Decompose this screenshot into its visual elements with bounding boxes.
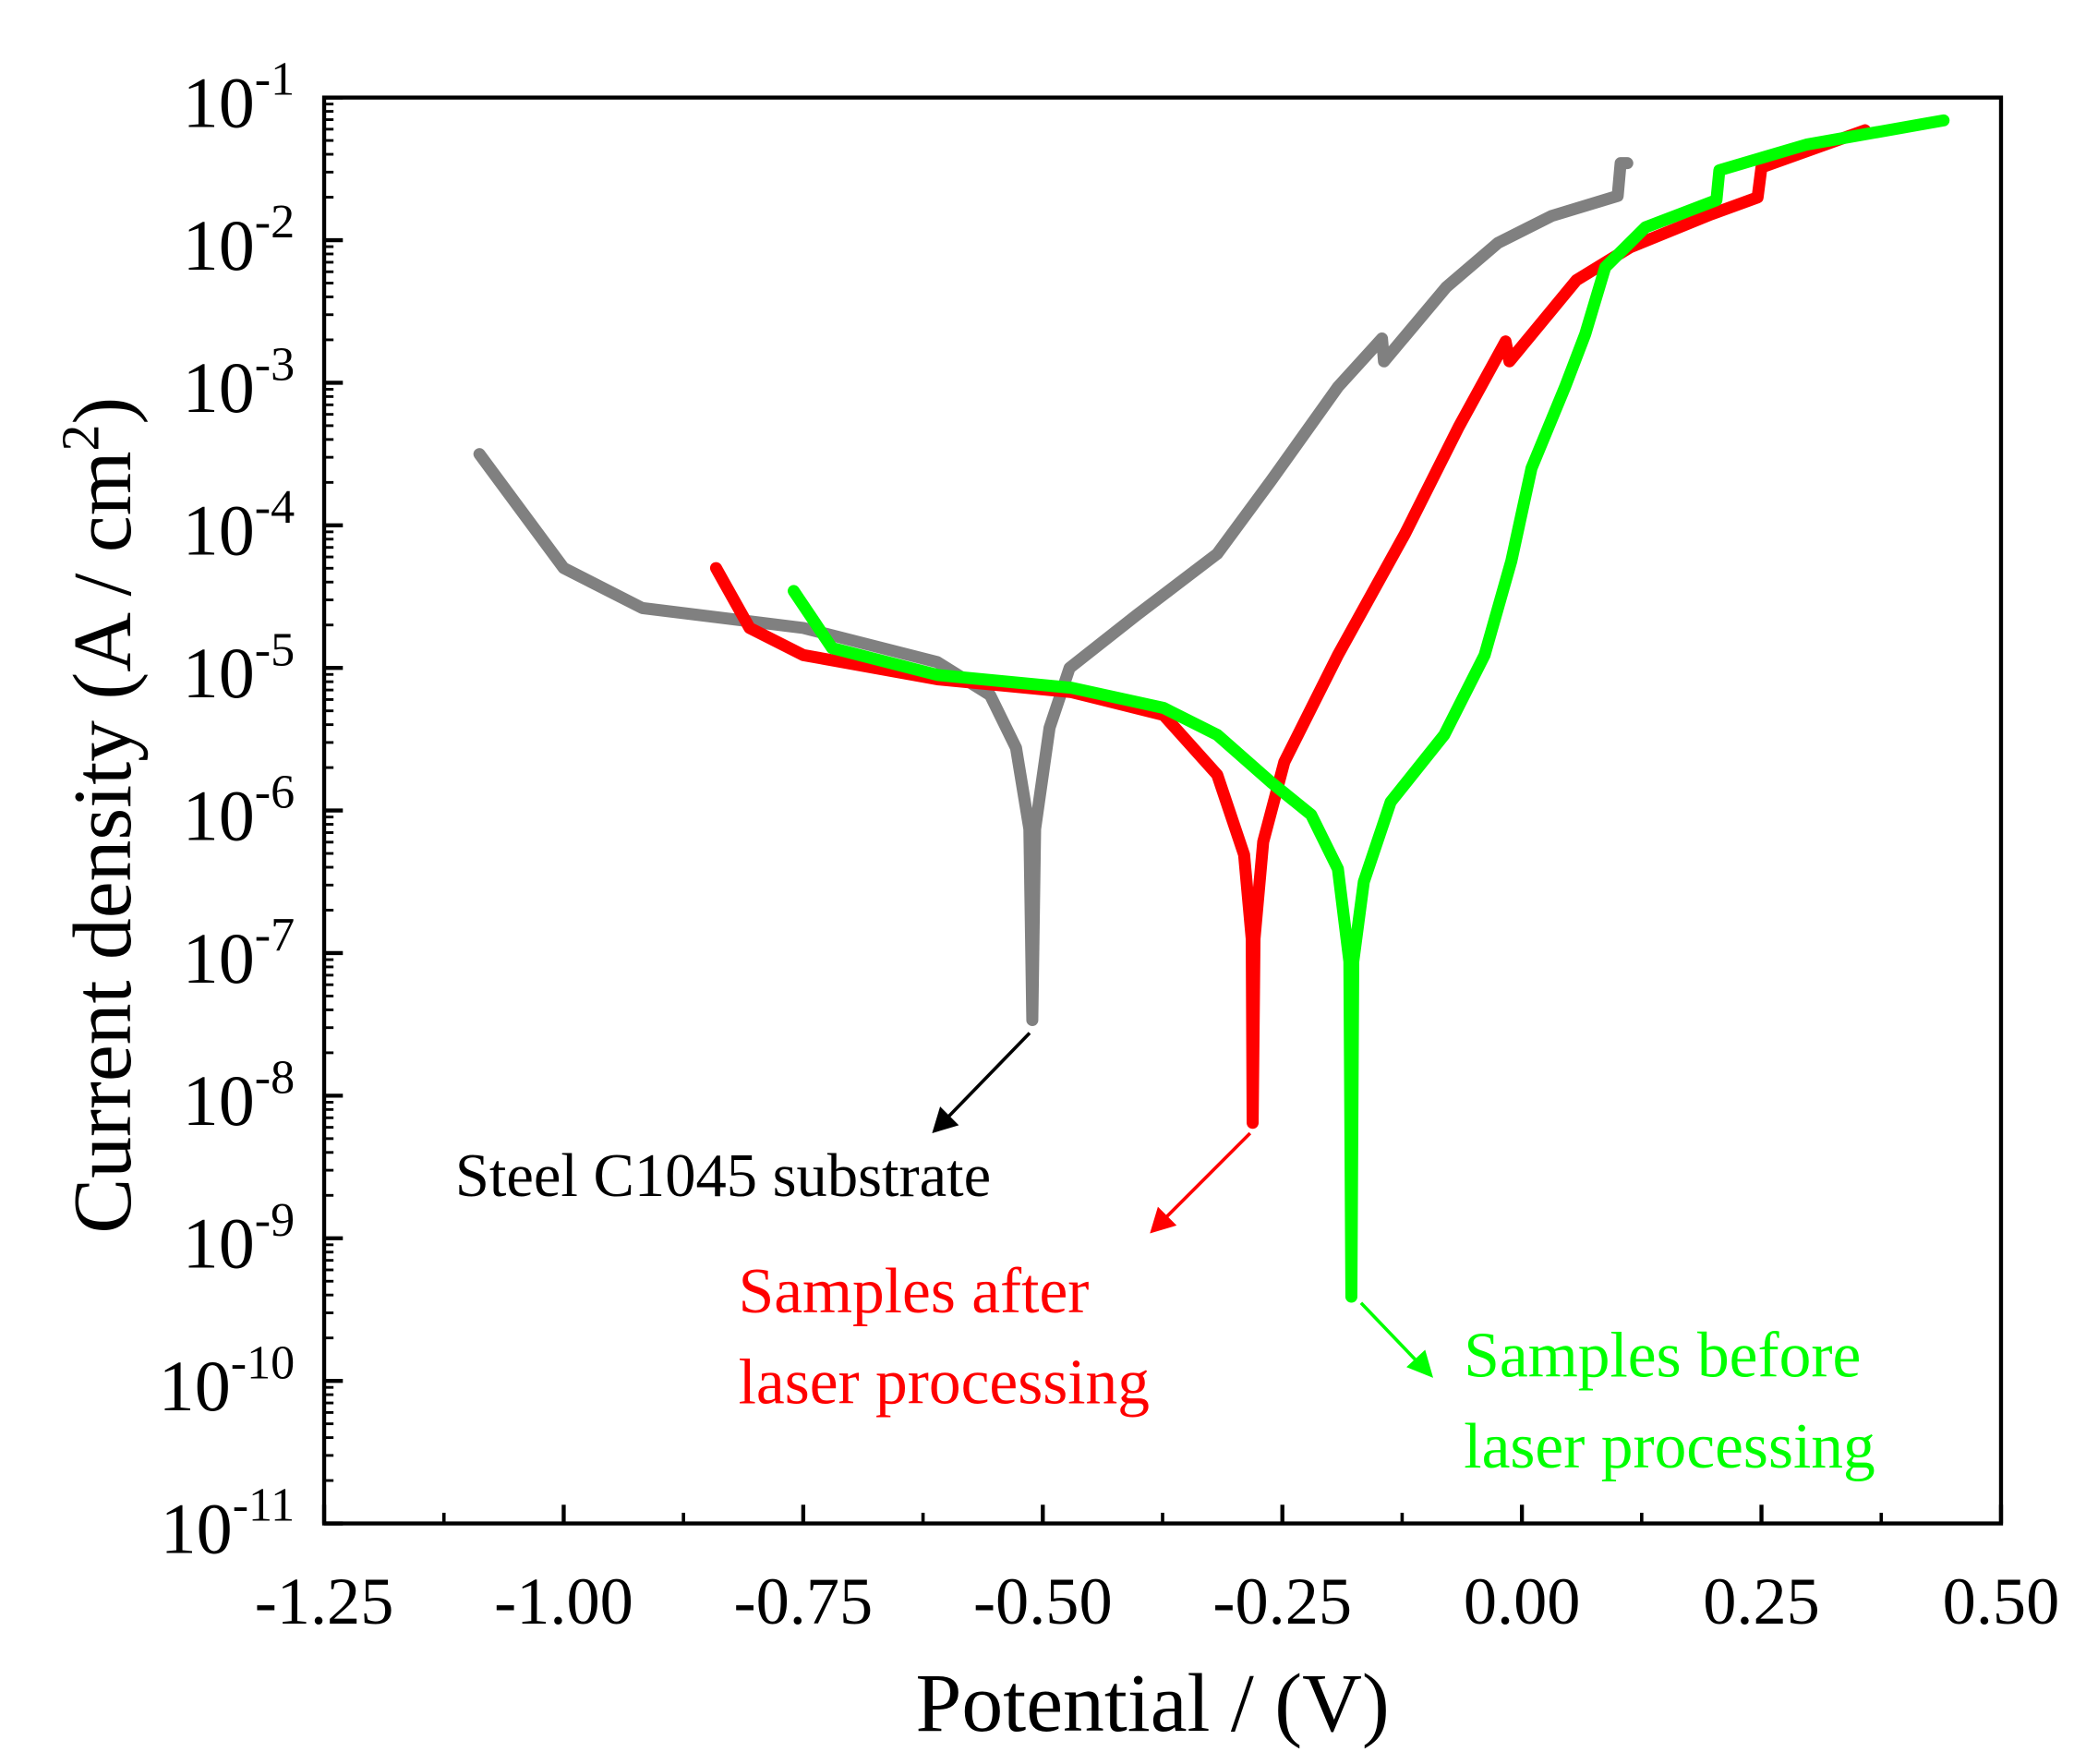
label-substrate: Steel C1045 substrate (455, 1142, 991, 1210)
arrow-substrate (940, 1032, 1031, 1126)
y-tick-exponent: -11 (233, 1480, 295, 1532)
y-tick-base: 10 (183, 347, 255, 428)
x-tick-label: 0.50 (1943, 1565, 2060, 1638)
y-tick-base: 10 (183, 205, 255, 285)
y-tick-label: 10-11 (161, 1480, 295, 1569)
y-tick-label: 10-10 (159, 1336, 295, 1426)
x-tick-label: 0.25 (1703, 1565, 1820, 1638)
y-tick-label: 10-9 (183, 1194, 295, 1284)
annotation-substrate: Steel C1045 substrate (455, 1032, 1031, 1210)
x-tick-label: 0.00 (1464, 1565, 1581, 1638)
y-axis-label: Current density (A / cm2) (50, 397, 149, 1234)
arrow-after (1159, 1131, 1252, 1225)
y-tick-base: 10 (183, 490, 255, 571)
y-tick-base: 10 (183, 918, 255, 998)
y-tick-label: 10-4 (183, 481, 295, 571)
arrowhead-before (1406, 1349, 1434, 1378)
y-tick-base: 10 (183, 633, 255, 713)
y-tick-exponent: -9 (255, 1194, 295, 1247)
y-tick-base: 10 (183, 62, 255, 142)
y-tick-exponent: -3 (255, 339, 295, 392)
y-tick-label: 10-3 (183, 339, 295, 429)
y-tick-exponent: -10 (231, 1336, 295, 1389)
label-before-line2: laser processing (1464, 1411, 1875, 1482)
y-tick-exponent: -5 (255, 623, 295, 676)
y-tick-label: 10-7 (183, 909, 295, 998)
y-tick-exponent: -4 (255, 481, 295, 534)
plot-frame (321, 95, 2004, 1526)
y-tick-base: 10 (183, 1203, 255, 1284)
y-tick-base: 10 (183, 775, 255, 855)
arrowhead-substrate (932, 1106, 959, 1134)
series-group (473, 114, 1950, 1303)
axis-ticks: -1.25 -1.00 -0.75 -0.50 -0.25 0.00 0.25 0.5010-… (159, 54, 2060, 1638)
label-after-line2: laser processing (739, 1347, 1150, 1418)
arrowhead-after (1150, 1206, 1177, 1234)
y-tick-exponent: -2 (255, 196, 295, 248)
series-line-2 (787, 114, 1950, 1303)
y-tick-exponent: -6 (255, 767, 295, 819)
label-before-line1: Samples before (1464, 1320, 1861, 1391)
x-tick-label: -0.25 (1212, 1565, 1352, 1638)
x-tick-label: -1.25 (255, 1565, 394, 1638)
x-tick-label: -1.00 (494, 1565, 633, 1638)
annotation-before: Samples before laser processing (1359, 1301, 1875, 1482)
y-tick-exponent: -7 (255, 909, 295, 961)
x-axis-label: Potential / (V) (916, 1658, 1390, 1749)
y-tick-label: 10-2 (183, 196, 295, 285)
y-axis-label-end: ) (57, 397, 149, 425)
y-tick-exponent: -8 (255, 1051, 295, 1104)
y-tick-label: 10-6 (183, 767, 295, 856)
label-after-line1: Samples after (739, 1256, 1090, 1327)
annotation-after: Samples after laser processing (739, 1131, 1252, 1418)
y-tick-exponent: -1 (255, 54, 295, 106)
x-tick-label: -0.75 (734, 1565, 874, 1638)
y-tick-base: 10 (159, 1346, 231, 1426)
series-line-0 (473, 157, 1634, 1026)
y-tick-label: 10-5 (183, 623, 295, 713)
y-axis-label-main: Current density (A / cm (57, 452, 149, 1234)
y-tick-label: 10-8 (183, 1051, 295, 1141)
y-tick-base: 10 (161, 1488, 233, 1568)
y-tick-label: 10-1 (183, 54, 295, 143)
y-axis-label-sup: 2 (50, 425, 110, 452)
y-tick-base: 10 (183, 1060, 255, 1141)
x-tick-label: -0.50 (973, 1565, 1113, 1638)
series-line-1 (709, 124, 1872, 1130)
arrow-before (1359, 1301, 1424, 1369)
